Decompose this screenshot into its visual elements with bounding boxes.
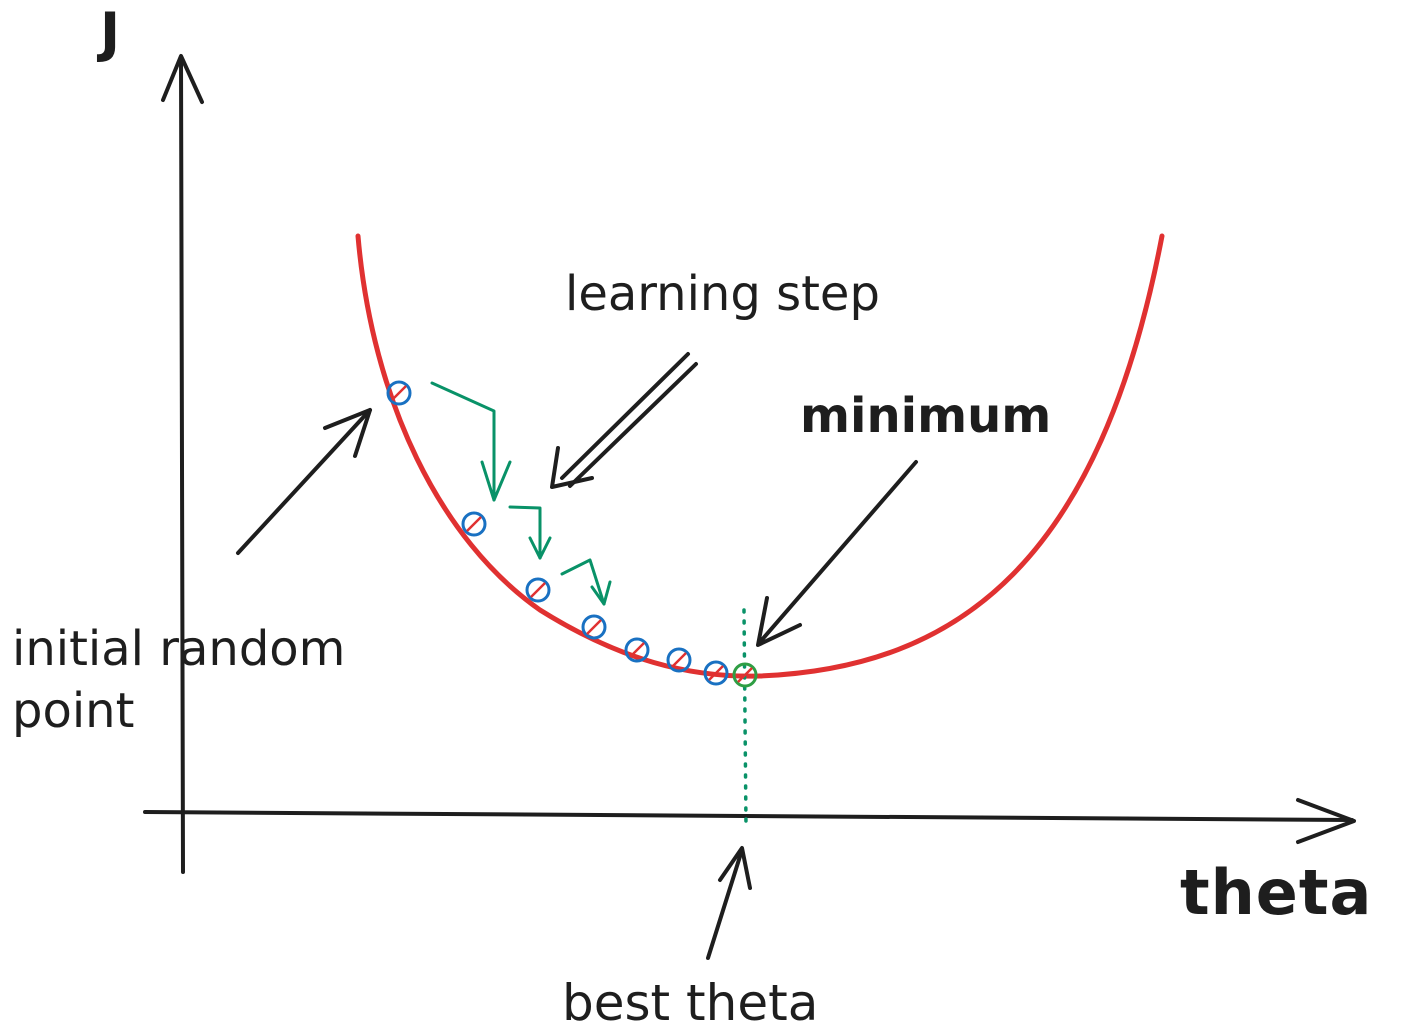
learning-step-label: learning step bbox=[565, 266, 880, 322]
step-arrow-2-head bbox=[528, 536, 552, 560]
minimum-arrow bbox=[758, 460, 918, 644]
x-axis-label: theta bbox=[1180, 856, 1373, 929]
minimum-arrowhead bbox=[756, 596, 802, 647]
initial-point-arrowhead bbox=[323, 408, 372, 458]
minimum-label: minimum bbox=[800, 388, 1052, 444]
x-axis bbox=[143, 810, 1354, 822]
descent-point bbox=[703, 660, 729, 686]
step-arrow-3 bbox=[560, 558, 606, 606]
minimum-marker bbox=[732, 662, 758, 688]
loss-curve bbox=[355, 233, 1165, 679]
best-theta-arrow bbox=[706, 848, 744, 960]
best-theta-label: best theta bbox=[562, 974, 819, 1032]
best-theta-arrowhead bbox=[718, 846, 752, 890]
step-arrow-1-head bbox=[480, 460, 512, 502]
descent-point bbox=[386, 380, 412, 406]
best-theta-guide bbox=[742, 608, 748, 828]
descent-point bbox=[525, 577, 551, 603]
step-arrow-2 bbox=[508, 505, 542, 560]
x-axis-arrowhead bbox=[1296, 798, 1356, 844]
learning-step-arrows bbox=[430, 381, 612, 606]
initial-random-point-label: initial random point bbox=[12, 621, 346, 739]
learning-step-arrowhead bbox=[550, 446, 594, 489]
descent-point bbox=[461, 511, 487, 537]
y-axis-arrowhead bbox=[161, 54, 204, 104]
y-axis-label: J bbox=[100, 1, 121, 64]
descent-point bbox=[666, 647, 692, 673]
learning-step-arrow bbox=[560, 352, 698, 488]
descent-point bbox=[624, 637, 650, 663]
descent-point bbox=[581, 614, 607, 640]
initial-point-arrow bbox=[236, 408, 372, 555]
step-arrow-1 bbox=[430, 381, 496, 502]
step-arrow-3-head bbox=[590, 580, 612, 606]
y-axis bbox=[179, 56, 185, 874]
